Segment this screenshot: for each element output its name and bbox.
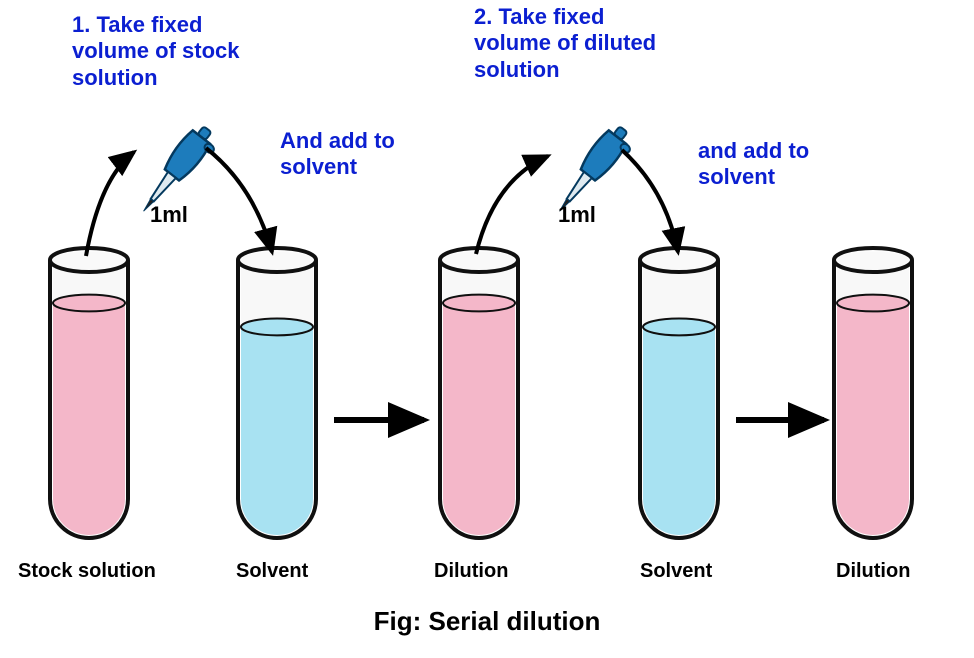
tube-label-dilution2: Dilution (836, 560, 910, 583)
step-text-step1: 1. Take fixed volume of stock solution (72, 12, 302, 91)
test-tube-stock (46, 240, 132, 546)
test-tube-dilution1 (436, 240, 522, 546)
step-text-step1_add: And add to solvent (280, 128, 450, 181)
figure-title: Fig: Serial dilution (0, 606, 974, 637)
step-text-step2: 2. Take fixed volume of diluted solution (474, 4, 714, 83)
test-tube-solvent1 (234, 240, 320, 546)
tube-label-solvent1: Solvent (236, 560, 308, 583)
tube-label-stock: Stock solution (18, 560, 156, 583)
tube-label-dilution1: Dilution (434, 560, 508, 583)
volume-label-v1: 1ml (150, 202, 188, 228)
step-text-step2_add: and add to solvent (698, 138, 858, 191)
volume-label-v2: 1ml (558, 202, 596, 228)
test-tube-solvent2 (636, 240, 722, 546)
tube-label-solvent2: Solvent (640, 560, 712, 583)
test-tube-dilution2 (830, 240, 916, 546)
